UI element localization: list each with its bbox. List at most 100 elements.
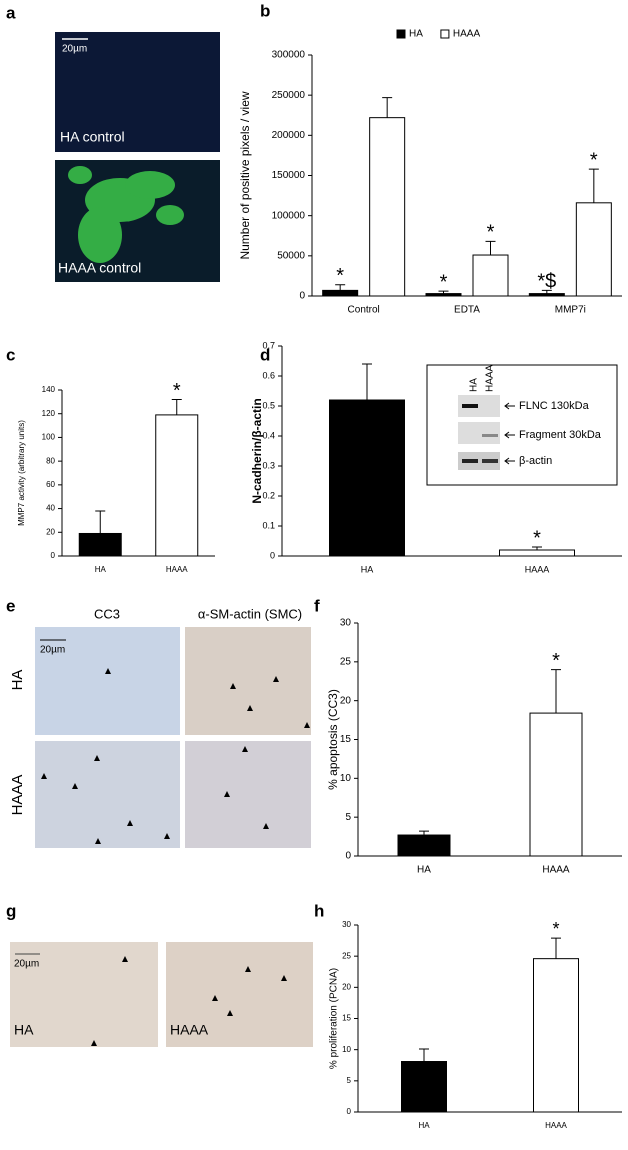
x-tick-label: HA: [417, 865, 431, 876]
bar: [499, 549, 575, 557]
bar: [322, 289, 359, 297]
bar: [425, 293, 462, 297]
lane-label: HA: [469, 378, 480, 392]
image-label: HA control: [60, 129, 125, 145]
y-tick-label: 0: [270, 550, 275, 560]
image: [55, 32, 220, 152]
column-title: α-SM-actin (SMC): [198, 606, 302, 621]
significance: *: [173, 380, 181, 402]
bar: [533, 958, 579, 1113]
y-tick-label: 15: [342, 1014, 351, 1023]
bar: [401, 1061, 447, 1113]
error-bar: [551, 669, 561, 714]
panel-label: h: [314, 901, 324, 920]
y-tick-label: 50000: [277, 250, 305, 261]
panel-label: f: [314, 596, 320, 615]
band-label: FLNC 130kDa: [519, 400, 590, 412]
bar: [78, 532, 122, 557]
error-bar: [588, 168, 599, 203]
significance: *: [552, 919, 559, 939]
y-tick-label: 80: [46, 456, 55, 465]
legend-swatch: [440, 29, 450, 39]
x-tick-label: HAAA: [542, 865, 570, 876]
significance: *$: [537, 271, 556, 293]
y-tick-label: 100: [42, 433, 56, 442]
bar: [397, 834, 451, 857]
bar: [155, 414, 199, 557]
image: [10, 942, 158, 1047]
panel-label: g: [6, 901, 16, 920]
significance: *: [336, 265, 344, 287]
bar: [529, 712, 583, 857]
row-label: HA: [9, 670, 26, 691]
error-bar: [171, 398, 182, 415]
y-tick-label: 0.6: [262, 370, 275, 380]
panel-label: a: [6, 3, 16, 22]
bar: [472, 254, 509, 297]
y-tick-label: 0: [347, 1107, 352, 1116]
error-bar: [419, 830, 429, 836]
y-tick-label: 0.3: [262, 460, 275, 470]
error-bar: [485, 240, 496, 256]
x-tick-label: MMP7i: [555, 305, 586, 316]
significance: *: [440, 271, 448, 293]
y-tick-label: 0: [345, 851, 351, 862]
x-tick-label: EDTA: [454, 305, 480, 316]
fluorescence: [68, 166, 184, 263]
y-tick-label: 25: [342, 951, 351, 960]
blot: [458, 452, 500, 470]
y-tick-label: 40: [46, 504, 55, 513]
y-axis-label: % apoptosis (CC3): [326, 689, 340, 790]
scale-label: 20µm: [62, 44, 87, 55]
significance: *: [552, 650, 560, 672]
y-tick-label: 20: [46, 527, 55, 536]
y-tick-label: 0.1: [262, 520, 275, 530]
significance: *: [487, 222, 495, 244]
significance: *: [533, 527, 541, 549]
y-tick-label: 0: [299, 291, 305, 302]
y-tick-label: 0.7: [262, 340, 275, 350]
y-axis-label: MMP7 activity (arbitrary units): [17, 420, 26, 526]
legend-label: HA: [409, 29, 423, 40]
significance: *: [590, 149, 598, 171]
y-tick-label: 60: [46, 480, 55, 489]
scale-label: 20µm: [14, 959, 39, 970]
x-tick-label: HA: [361, 564, 374, 574]
x-tick-label: HA: [95, 565, 107, 574]
scale-label: 20µm: [40, 645, 65, 656]
y-tick-label: 5: [347, 1076, 352, 1085]
panel-label: b: [260, 1, 270, 20]
lane-label: HAAA: [485, 364, 496, 392]
column-title: CC3: [94, 606, 120, 621]
y-tick-label: 10: [340, 773, 352, 784]
blot: [458, 395, 500, 417]
image-label: HA: [14, 1022, 34, 1038]
y-axis-label: N-cadherin/β-actin: [250, 398, 264, 503]
error-bar: [95, 510, 106, 534]
y-tick-label: 20: [340, 695, 352, 706]
x-tick-label: HAAA: [525, 564, 550, 574]
y-tick-label: 300000: [272, 50, 306, 61]
y-tick-label: 15: [340, 734, 352, 745]
bar: [575, 202, 612, 297]
error-bar: [438, 290, 449, 294]
error-bar: [362, 363, 372, 400]
y-tick-label: 25: [340, 656, 352, 667]
image: [185, 627, 311, 735]
y-tick-label: 0.4: [262, 430, 275, 440]
band-label: β-actin: [519, 455, 552, 467]
y-tick-label: 150000: [272, 170, 306, 181]
x-tick-label: HA: [418, 1121, 430, 1130]
panel-label: c: [6, 345, 15, 364]
inset: [426, 364, 618, 486]
y-tick-label: 20: [342, 982, 351, 991]
image: [35, 627, 180, 735]
band: [462, 459, 478, 463]
y-tick-label: 5: [345, 812, 351, 823]
y-tick-label: 200000: [272, 130, 306, 141]
error-bar: [419, 1048, 429, 1062]
image: [166, 942, 313, 1047]
error-bar: [551, 937, 561, 959]
x-tick-label: HAAA: [545, 1121, 567, 1130]
